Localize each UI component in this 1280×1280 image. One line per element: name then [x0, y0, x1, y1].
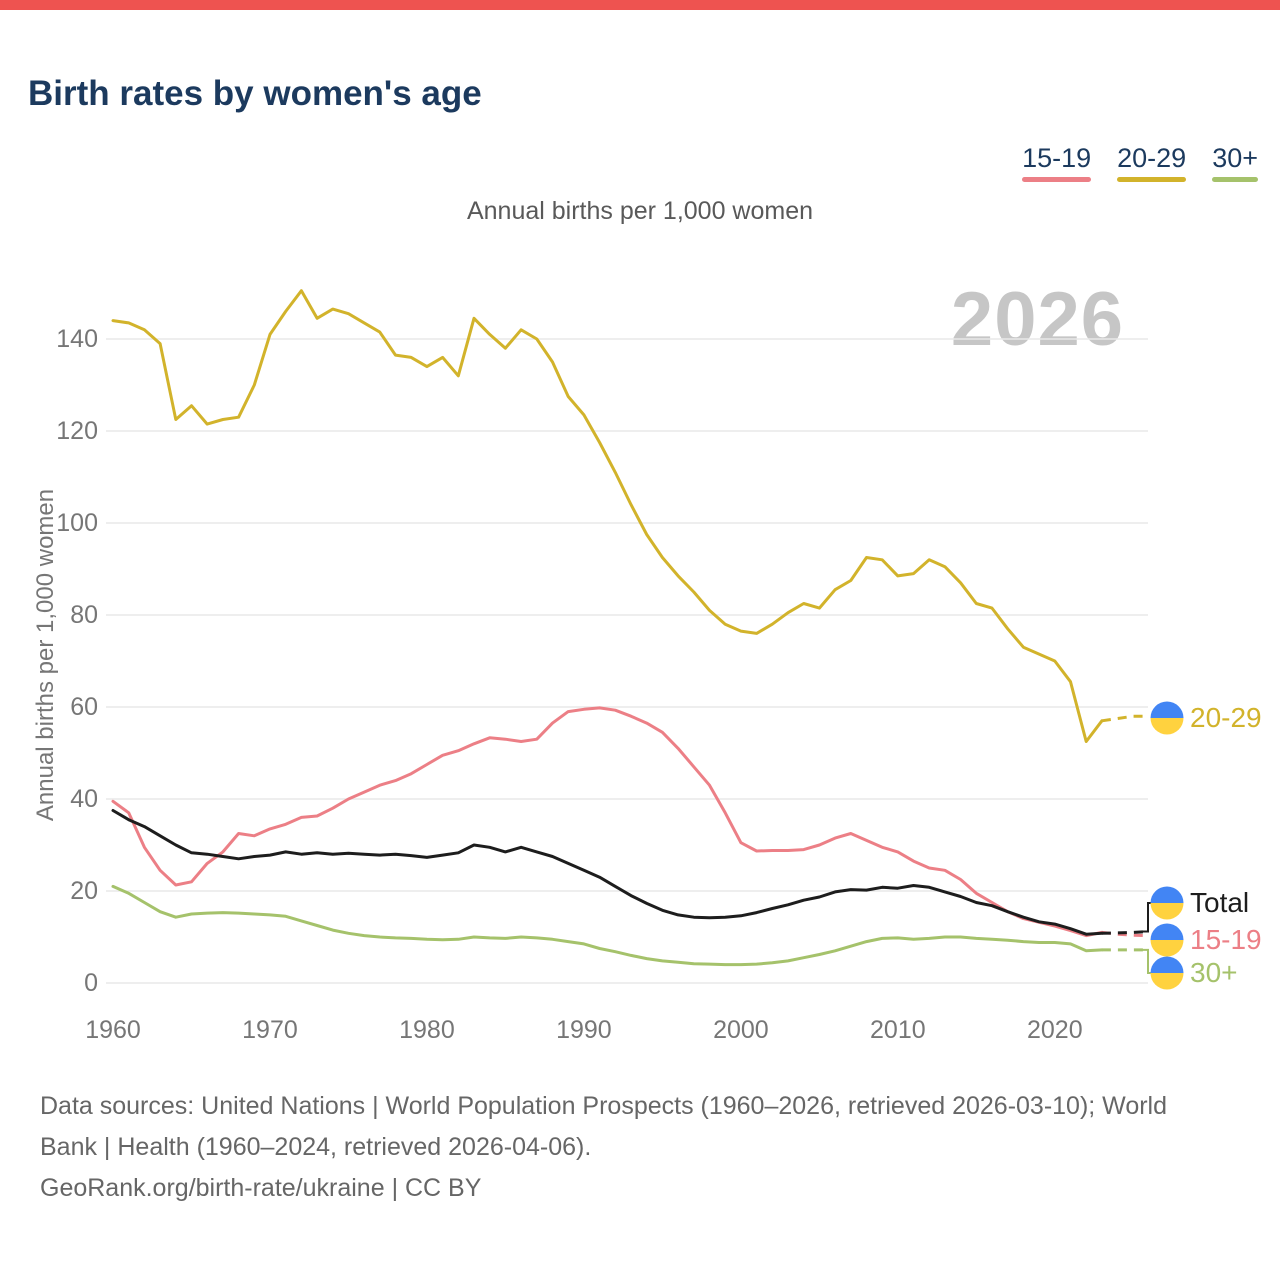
- y-tick-label: 140: [56, 325, 98, 353]
- y-tick-label: 80: [70, 601, 98, 629]
- line-end-label-15-19: 15-19: [1190, 924, 1262, 955]
- series-projection-20-29: [1101, 714, 1149, 723]
- legend-color-bar: [1117, 176, 1187, 182]
- accent-top-bar: [0, 0, 1280, 10]
- legend: 15-19 20-29 30+: [1022, 143, 1258, 182]
- x-tick-label: 2020: [1027, 1016, 1083, 1044]
- y-tick-label: 120: [56, 417, 98, 445]
- line-end-label-Total: Total: [1190, 887, 1249, 918]
- x-tick-label: 2010: [870, 1016, 926, 1044]
- line-end-label-30+: 30+: [1190, 957, 1238, 988]
- ukraine-flag-icon: [1150, 701, 1184, 735]
- page-title: Birth rates by women's age: [28, 74, 482, 113]
- x-tick-label: 2000: [713, 1016, 769, 1044]
- legend-label: 30+: [1212, 143, 1258, 173]
- ukraine-flag-icon: [1150, 956, 1184, 990]
- series-line-20-29: [111, 289, 1104, 743]
- series-line-15-19: [111, 706, 1104, 938]
- source-line-2: Bank | Health (1960–2024, retrieved 2026…: [40, 1133, 592, 1161]
- series-line-Total: [111, 809, 1104, 936]
- line-end-label-20-29: 20-29: [1190, 702, 1262, 733]
- y-tick-label: 100: [56, 509, 98, 537]
- chart-subtitle: Annual births per 1,000 women: [466, 197, 814, 225]
- y-tick-label: 60: [70, 693, 98, 721]
- y-tick-label: 0: [84, 969, 98, 997]
- x-tick-label: 1960: [85, 1016, 141, 1044]
- legend-item-30+[interactable]: 30+: [1212, 143, 1258, 182]
- ukraine-flag-icon: [1150, 886, 1184, 920]
- y-tick-label: 40: [70, 785, 98, 813]
- source-line-3[interactable]: GeoRank.org/birth-rate/ukraine | CC BY: [40, 1174, 482, 1202]
- x-tick-label: 1970: [242, 1016, 298, 1044]
- y-axis-title: Annual births per 1,000 women: [32, 488, 59, 822]
- ukraine-flag-icon: [1150, 923, 1184, 957]
- source-line-1: Data sources: United Nations | World Pop…: [40, 1092, 1168, 1120]
- y-tick-label: 20: [70, 877, 98, 905]
- watermark-year: 2026: [950, 277, 1124, 362]
- legend-item-20-29[interactable]: 20-29: [1117, 143, 1187, 182]
- legend-label: 20-29: [1117, 143, 1187, 173]
- legend-color-bar: [1022, 176, 1092, 182]
- label-connector-Total: [1141, 902, 1151, 933]
- x-tick-label: 1990: [556, 1016, 612, 1044]
- series-line-30+: [111, 884, 1104, 967]
- legend-item-15-19[interactable]: 15-19: [1022, 143, 1092, 182]
- legend-color-bar: [1212, 176, 1258, 182]
- label-connector-30+: [1141, 948, 1151, 974]
- x-tick-label: 1980: [399, 1016, 455, 1044]
- legend-label: 15-19: [1022, 143, 1092, 173]
- source-attribution: Data sources: United Nations | World Pop…: [40, 1086, 1167, 1209]
